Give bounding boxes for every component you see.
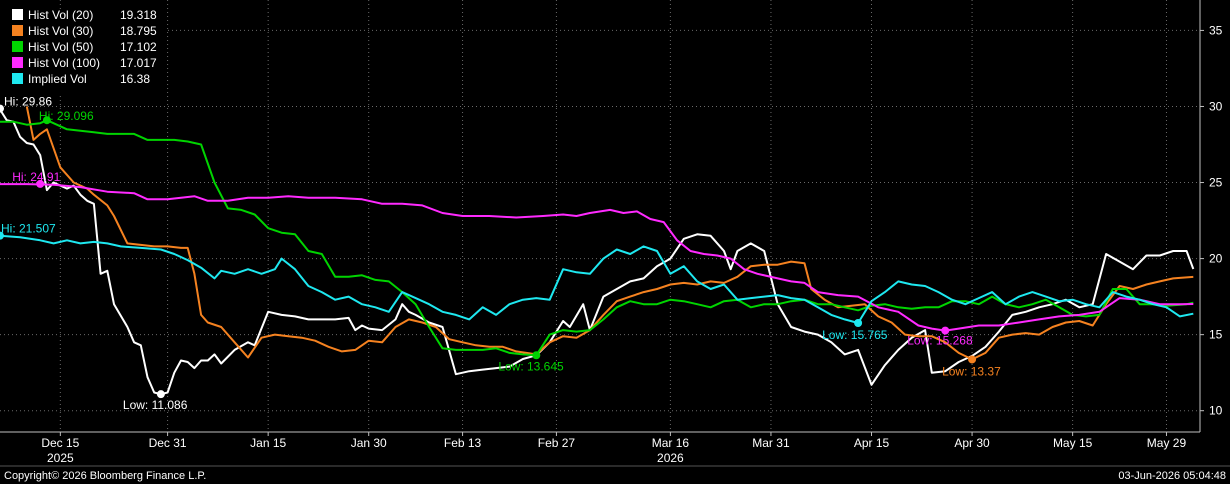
series-line (0, 108, 1195, 396)
legend-last-value: 19.318 (120, 8, 157, 22)
series-line (0, 234, 1194, 324)
legend-swatch (12, 73, 23, 84)
extreme-marker (156, 390, 165, 399)
legend-last-value: 18.795 (120, 24, 157, 38)
legend-label: Hist Vol (100) (28, 56, 100, 70)
y-tick-label: 25 (1209, 176, 1223, 190)
extreme-marker (0, 231, 4, 240)
axes (0, 0, 1201, 433)
legend-swatch (12, 57, 23, 68)
x-tick-label: Feb 13 (444, 436, 482, 450)
extreme-label: Low: 11.086 (123, 398, 188, 412)
extreme-marker (42, 116, 51, 125)
timestamp-text: 03-Jun-2026 05:04:48 (1118, 470, 1226, 482)
extreme-label: Low: 13.645 (498, 359, 564, 373)
series-lines (0, 106, 1195, 396)
legend-label: Hist Vol (30) (28, 24, 93, 38)
legend-background (0, 10, 166, 96)
y-axis-ticks: 10 15 20 25 30 35 (1200, 23, 1223, 418)
legend-last-value: 17.102 (120, 40, 157, 54)
legend-label: Hist Vol (50) (28, 40, 93, 54)
extreme-label: Low: 15.765 (822, 328, 888, 342)
x-tick-label: Jan 30 (351, 436, 387, 450)
extreme-marker (854, 319, 863, 328)
y-tick-label: 30 (1209, 99, 1223, 113)
extreme-marker (968, 355, 977, 364)
y-tick-label: 15 (1209, 328, 1223, 342)
series-line (0, 119, 1194, 357)
x-axis-ticks: Dec 15 Dec 31 Jan 15 Jan 30 Feb 13 Feb 27 Mar … (41, 432, 1186, 465)
x-year-label: 2025 (47, 451, 74, 465)
annotations: Hi: 29.86 Low: 11.086 Low: 13.37 Hi: 29.096… (0, 95, 1001, 412)
extreme-marker (36, 179, 45, 188)
copyright-text: Copyright© 2026 Bloomberg Finance L.P. (4, 470, 206, 482)
legend-label: Hist Vol (20) (28, 8, 93, 22)
legend-last-value: 16.38 (120, 72, 150, 86)
extreme-marker (532, 351, 541, 360)
y-tick-label: 10 (1209, 404, 1223, 418)
x-tick-label: Apr 30 (954, 436, 990, 450)
x-tick-label: Jan 15 (250, 436, 286, 450)
series-line (25, 106, 1194, 361)
legend: Hist Vol (20) 19.318 Hist Vol (30) 18.795 Hi… (0, 8, 166, 96)
extreme-label: Hi: 29.86 (4, 95, 52, 109)
x-tick-label: Dec 31 (149, 436, 187, 450)
x-year-label: 2026 (657, 451, 684, 465)
extreme-label: Hi: 29.096 (39, 109, 94, 123)
extreme-label: Low: 13.37 (942, 364, 1001, 378)
extreme-label: Hi: 24.91 (12, 170, 60, 184)
legend-label: Implied Vol (28, 72, 87, 86)
legend-swatch (12, 25, 23, 36)
extreme-marker (941, 326, 950, 335)
y-tick-label: 20 (1209, 252, 1223, 266)
series-line (0, 183, 1194, 332)
y-tick-label: 35 (1209, 23, 1223, 37)
legend-last-value: 17.017 (120, 56, 157, 70)
x-tick-label: Mar 16 (652, 436, 690, 450)
extreme-label: Hi: 21.507 (1, 222, 56, 236)
legend-swatch (12, 9, 23, 20)
x-tick-label: May 29 (1147, 436, 1187, 450)
legend-swatch (12, 41, 23, 52)
extreme-marker (0, 104, 4, 113)
extreme-label: Low: 15.268 (907, 334, 973, 348)
x-tick-label: Apr 15 (854, 436, 890, 450)
x-tick-label: Feb 27 (538, 436, 576, 450)
x-tick-label: Mar 31 (752, 436, 790, 450)
x-tick-label: Dec 15 (41, 436, 79, 450)
x-tick-label: May 15 (1053, 436, 1093, 450)
